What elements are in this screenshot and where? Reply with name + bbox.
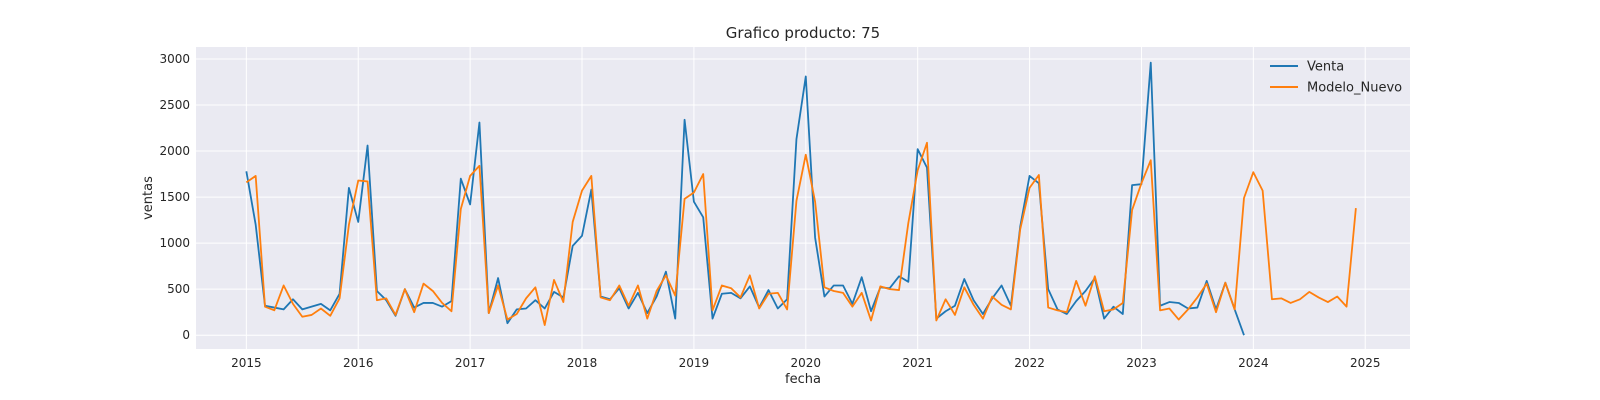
grid [196, 47, 1410, 349]
x-tick-label: 2024 [1238, 356, 1269, 370]
y-tick-label: 2000 [159, 144, 190, 158]
x-tick-label: 2023 [1126, 356, 1157, 370]
x-tick-label: 2017 [455, 356, 486, 370]
series-line-modelo-nuevo [245, 141, 1357, 326]
x-tick-label: 2018 [567, 356, 598, 370]
legend: Venta Modelo_Nuevo [1270, 60, 1402, 96]
chart-title: Grafico producto: 75 [726, 24, 880, 42]
y-tick-label: 0 [182, 328, 190, 342]
x-axis-label: fecha [785, 372, 821, 387]
x-tick-label: 2015 [231, 356, 262, 370]
y-tick-label: 3000 [159, 52, 190, 66]
y-axis-label: ventas [141, 176, 156, 220]
x-tick-label: 2020 [791, 356, 822, 370]
x-tick-label: 2021 [902, 356, 933, 370]
legend-label: Modelo_Nuevo [1307, 81, 1402, 96]
x-tick-label: 2016 [343, 356, 374, 370]
y-tick-label: 1000 [159, 236, 190, 250]
y-tick-label: 2500 [159, 98, 190, 112]
x-tick-label: 2022 [1014, 356, 1045, 370]
y-tick-label: 1500 [159, 190, 190, 204]
x-tick-label: 2025 [1350, 356, 1381, 370]
legend-label: Venta [1307, 60, 1344, 75]
y-tick-label: 500 [167, 282, 190, 296]
x-axis-ticks: 2015 2016 2017 2018 2019 2020 2021 2022 2023 2024… [231, 356, 1380, 370]
x-tick-label: 2019 [679, 356, 710, 370]
series-line-venta [245, 61, 1245, 336]
series-layer [245, 61, 1357, 336]
y-axis-ticks: 0 500 1000 1500 2000 2500 3000 [159, 52, 190, 342]
